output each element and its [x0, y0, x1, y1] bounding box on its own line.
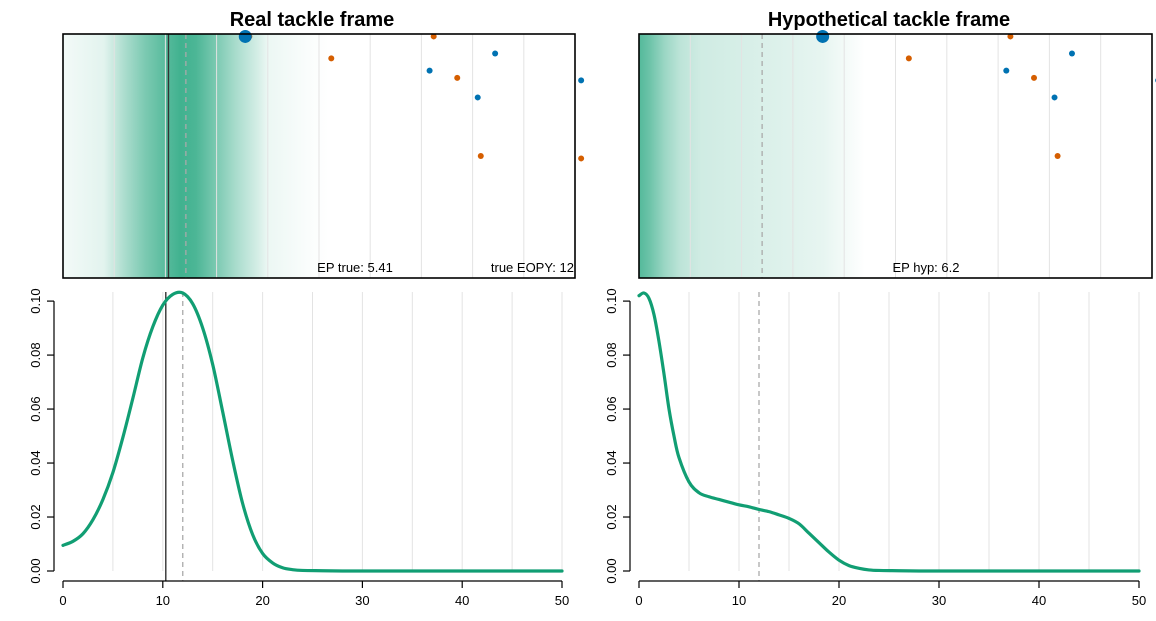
ball-carrier-dot	[816, 29, 830, 43]
field-gridlines-hypothetical	[689, 34, 1102, 278]
density-curve-hypothetical	[637, 291, 1141, 573]
real-tackle-field-panel: Real tackle frame EP true: 5.41 true EOP…	[62, 9, 585, 279]
y-tick-label: 0.08	[28, 342, 43, 367]
y-tick-label: 0.10	[28, 288, 43, 313]
ep-hyp-label: EP hyp: 6.2	[893, 260, 960, 275]
chart-title-hypothetical: Hypothetical tackle frame	[768, 9, 1010, 31]
x-tick-label: 0	[635, 593, 642, 608]
offense-dot	[1003, 67, 1010, 74]
defender-dot	[1054, 153, 1061, 159]
ep-true-label: EP true: 5.41	[317, 260, 393, 275]
x-tick-label: 0	[59, 593, 66, 608]
x-tick-label: 30	[355, 593, 369, 608]
true-eopy-label: true EOPY: 12	[491, 260, 574, 275]
density-reference-lines-real	[165, 292, 184, 581]
offense-dot	[474, 94, 481, 101]
defender-dot	[454, 74, 461, 81]
x-tick-label: 10	[156, 593, 170, 608]
density-panel-real: 0 10 20 30 40 50 0.00 0.02 0.04 0.06 0.08 0.10	[28, 288, 569, 608]
defender-dot	[1031, 74, 1038, 81]
y-tick-label: 0.06	[28, 396, 43, 421]
density-curve-real	[61, 290, 564, 573]
defender-dot	[1007, 33, 1014, 40]
offense-dot	[578, 77, 585, 84]
offense-dot	[492, 50, 499, 57]
field-gridlines-real	[113, 34, 525, 278]
defender-dot	[328, 55, 335, 62]
chart-title-real: Real tackle frame	[230, 9, 395, 31]
defender-dot	[477, 153, 484, 159]
defender-dot	[430, 33, 437, 40]
density-panel-hypothetical: 0 10 20 30 40 50 0.00 0.02 0.04 0.06 0.08 0.10	[604, 288, 1146, 608]
density-gridlines-hypothetical	[688, 292, 1140, 571]
y-tick-label: 0.06	[604, 396, 619, 421]
density-axes-real: 0 10 20 30 40 50 0.00 0.02 0.04 0.06 0.08 0.10	[28, 288, 569, 608]
player-points-real	[238, 29, 585, 162]
reference-lines-real	[167, 34, 187, 278]
y-tick-label: 0.00	[604, 558, 619, 583]
density-axes-hypothetical: 0 10 20 30 40 50 0.00 0.02 0.04 0.06 0.08 0.10	[604, 288, 1146, 608]
y-tick-label: 0.04	[28, 450, 43, 475]
defender-dot	[905, 55, 912, 62]
x-tick-label: 30	[932, 593, 946, 608]
x-tick-label: 40	[455, 593, 469, 608]
x-tick-label: 10	[732, 593, 746, 608]
y-tick-label: 0.04	[604, 450, 619, 475]
player-points-hypothetical	[816, 29, 1156, 159]
ball-carrier-dot	[238, 29, 252, 43]
x-tick-label: 50	[1132, 593, 1146, 608]
defender-dot	[578, 155, 585, 162]
hypothetical-tackle-field-panel: Hypothetical tackle frame EP hyp: 6.2	[638, 9, 1156, 279]
y-tick-label: 0.02	[28, 504, 43, 529]
y-tick-label: 0.10	[604, 288, 619, 313]
density-gridlines-real	[112, 292, 563, 571]
y-tick-label: 0.02	[604, 504, 619, 529]
x-tick-label: 20	[832, 593, 846, 608]
x-tick-label: 50	[555, 593, 569, 608]
field-frame-real	[62, 33, 576, 279]
y-tick-label: 0.00	[28, 558, 43, 583]
offense-dot	[1051, 94, 1058, 101]
y-tick-label: 0.08	[604, 342, 619, 367]
x-tick-label: 20	[255, 593, 269, 608]
x-tick-label: 40	[1032, 593, 1046, 608]
field-frame-hypothetical	[638, 33, 1153, 279]
offense-dot	[1068, 50, 1075, 57]
offense-dot	[426, 67, 433, 74]
